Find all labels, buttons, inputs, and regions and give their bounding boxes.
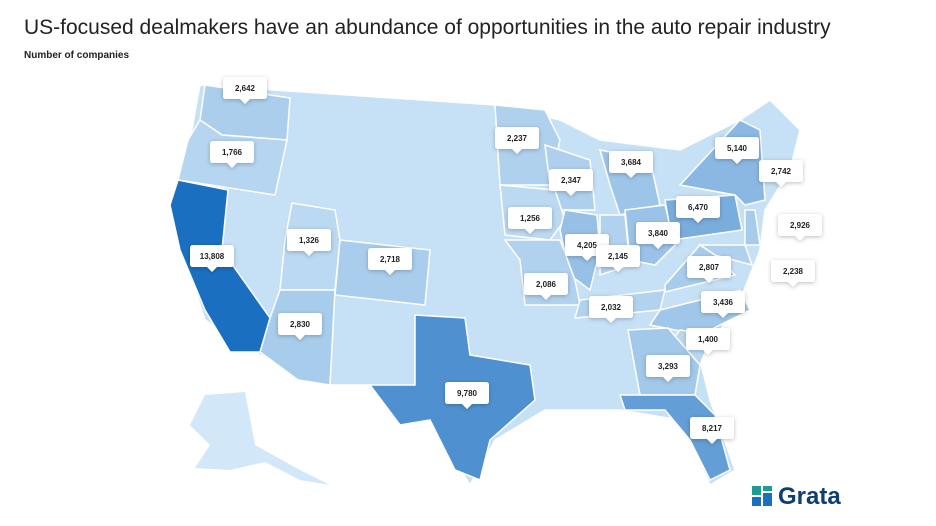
callout-box xyxy=(759,160,803,187)
callout-box xyxy=(589,296,633,323)
callout xyxy=(210,141,254,168)
value-label: 3,684 xyxy=(621,158,642,167)
callout xyxy=(596,245,640,272)
callout xyxy=(676,196,720,223)
subtitle: Number of companies xyxy=(24,50,129,61)
value-label: 2,807 xyxy=(699,263,720,272)
logo-mark xyxy=(763,486,772,491)
value-label: 1,256 xyxy=(520,214,541,223)
callout xyxy=(690,417,734,444)
callout xyxy=(636,222,680,249)
logo-text: Grata xyxy=(778,483,841,510)
callout-box xyxy=(445,382,489,409)
callout xyxy=(778,214,822,241)
callout xyxy=(549,169,593,196)
value-label: 2,642 xyxy=(235,84,256,93)
title: US-focused dealmakers have an abundance … xyxy=(24,16,831,39)
callout xyxy=(278,313,322,340)
value-label: 1,326 xyxy=(299,236,320,245)
value-label: 3,436 xyxy=(713,298,734,307)
callout xyxy=(715,137,759,164)
state-region xyxy=(744,209,761,246)
callout xyxy=(495,127,539,154)
callout-box xyxy=(549,169,593,196)
logo: Grata xyxy=(752,483,841,510)
value-label: 2,237 xyxy=(507,134,528,143)
callout-box xyxy=(609,151,653,178)
callout xyxy=(508,207,552,234)
value-label: 2,238 xyxy=(783,267,804,276)
callout-box xyxy=(508,207,552,234)
value-label: 2,742 xyxy=(771,167,792,176)
callout-box xyxy=(646,355,690,382)
callout xyxy=(524,273,568,300)
value-label: 9,780 xyxy=(457,389,478,398)
callout-box xyxy=(278,313,322,340)
value-label: 2,718 xyxy=(380,255,401,264)
callout xyxy=(445,382,489,409)
callout-box xyxy=(687,256,731,283)
callout xyxy=(609,151,653,178)
value-label: 1,400 xyxy=(698,335,719,344)
callout-box xyxy=(778,214,822,241)
value-label: 2,145 xyxy=(608,252,629,261)
callout xyxy=(287,229,331,256)
value-label: 1,766 xyxy=(222,148,243,157)
callout-box xyxy=(636,222,680,249)
alaska xyxy=(190,392,330,485)
callout-box xyxy=(596,245,640,272)
callout-box xyxy=(190,245,234,272)
value-label: 2,032 xyxy=(601,303,622,312)
state-region xyxy=(618,394,731,482)
value-label: 13,808 xyxy=(200,252,225,261)
callout xyxy=(368,248,412,275)
callout xyxy=(589,296,633,323)
callout xyxy=(190,245,234,272)
value-label: 6,470 xyxy=(688,203,709,212)
callout-box xyxy=(524,273,568,300)
callout xyxy=(686,328,730,355)
value-label: 8,217 xyxy=(702,424,723,433)
callout-box xyxy=(223,77,267,104)
callout-box xyxy=(368,248,412,275)
callout xyxy=(701,291,745,318)
callouts: 2,642 1,766 13,808 1,326 2,718 2,830 9,780 2,23… xyxy=(190,77,822,444)
callout-box xyxy=(715,137,759,164)
callout-box xyxy=(287,229,331,256)
logo-mark xyxy=(763,493,772,506)
callout-box xyxy=(686,328,730,355)
logo-mark xyxy=(752,497,761,506)
callout xyxy=(687,256,731,283)
value-label: 3,293 xyxy=(658,362,679,371)
callout-box xyxy=(495,127,539,154)
callout xyxy=(771,260,815,287)
callout-box xyxy=(701,291,745,318)
value-label: 3,840 xyxy=(648,229,669,238)
callout xyxy=(646,355,690,382)
callout-box xyxy=(690,417,734,444)
value-label: 2,926 xyxy=(790,221,811,230)
callout xyxy=(223,77,267,104)
callout-box xyxy=(676,196,720,223)
callout-box xyxy=(771,260,815,287)
value-label: 2,830 xyxy=(290,320,311,329)
callout-box xyxy=(210,141,254,168)
value-label: 2,347 xyxy=(561,176,582,185)
value-label: 4,205 xyxy=(577,241,598,250)
callout xyxy=(759,160,803,187)
logo-mark xyxy=(752,486,761,495)
value-label: 5,140 xyxy=(727,144,748,153)
value-label: 2,086 xyxy=(536,280,557,289)
